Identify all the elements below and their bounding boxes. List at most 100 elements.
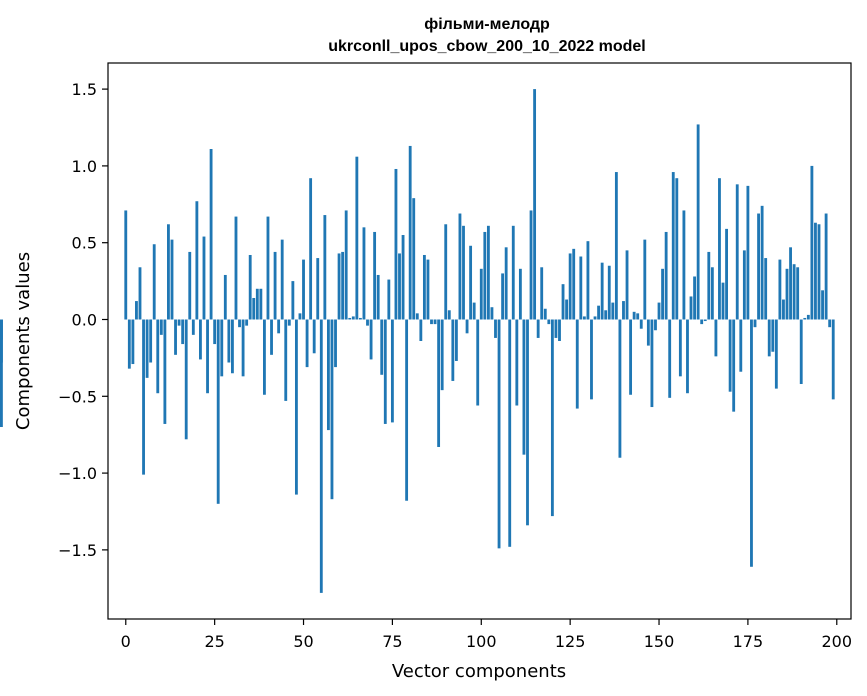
bar <box>408 145 412 320</box>
bar <box>380 319 384 375</box>
bar <box>618 319 622 458</box>
x-tick-label: 175 <box>733 632 764 651</box>
bar <box>654 319 657 331</box>
bar <box>614 172 618 320</box>
bar <box>817 224 821 320</box>
bar <box>735 184 739 320</box>
bar <box>625 250 629 320</box>
bar <box>323 215 327 320</box>
bar <box>280 239 284 320</box>
bar <box>543 308 547 320</box>
bar <box>348 317 352 320</box>
bar <box>483 231 487 320</box>
bar <box>419 319 423 341</box>
bar <box>494 319 497 338</box>
bar <box>206 319 209 394</box>
bar <box>725 228 728 320</box>
x-tick-label: 50 <box>293 632 313 651</box>
bar <box>0 319 3 428</box>
x-tick-label: 100 <box>466 632 497 651</box>
bar <box>156 319 160 394</box>
bar <box>629 319 633 395</box>
bar <box>778 259 782 320</box>
bar <box>508 319 512 547</box>
bar <box>138 267 142 320</box>
bar <box>636 313 640 320</box>
bar <box>355 156 359 320</box>
bar <box>678 319 682 377</box>
bar <box>444 224 448 320</box>
bar <box>469 245 473 320</box>
bar <box>796 267 800 320</box>
bar <box>593 316 597 320</box>
bar <box>536 319 540 338</box>
bar <box>675 178 679 320</box>
bar <box>686 319 689 394</box>
bar <box>334 319 337 368</box>
bar <box>270 319 273 355</box>
y-tick-label: −1.0 <box>58 464 97 483</box>
bar <box>789 247 792 320</box>
bar <box>707 251 711 320</box>
bar <box>689 296 693 320</box>
bar <box>757 213 760 320</box>
bar <box>167 224 170 320</box>
bar <box>405 319 409 501</box>
bar <box>721 282 725 320</box>
bar <box>213 319 217 345</box>
bar <box>785 268 789 320</box>
bar <box>575 319 579 409</box>
bar <box>366 319 369 326</box>
bar <box>170 239 174 320</box>
bar <box>252 297 256 320</box>
bar <box>810 165 814 320</box>
bar <box>319 319 323 593</box>
bar <box>554 319 558 338</box>
bar <box>277 319 281 334</box>
x-axis-label: Vector components <box>392 661 566 682</box>
bar <box>312 319 316 354</box>
bar <box>127 319 131 369</box>
bar <box>149 319 153 363</box>
bar <box>650 319 654 408</box>
bar <box>326 319 330 431</box>
bar <box>764 258 768 320</box>
bar <box>159 319 163 335</box>
x-tick-label: 150 <box>644 632 675 651</box>
bar <box>668 319 672 398</box>
bar <box>263 319 266 395</box>
bar <box>586 241 590 320</box>
bar <box>223 274 227 320</box>
y-tick-label: 1.0 <box>72 157 97 176</box>
bar <box>447 310 451 320</box>
bar <box>504 247 508 320</box>
y-axis-label: Components values <box>13 252 34 430</box>
bar <box>671 172 675 320</box>
bar <box>255 288 259 320</box>
bar <box>220 319 224 377</box>
bar <box>145 319 149 378</box>
bar <box>664 231 668 320</box>
bar <box>337 253 341 320</box>
bar <box>501 273 505 320</box>
bar <box>693 276 696 320</box>
bar <box>245 319 249 326</box>
bar <box>753 319 757 328</box>
bar <box>611 302 615 320</box>
bar <box>316 258 320 320</box>
bar <box>814 222 817 320</box>
bar <box>547 319 551 325</box>
bar <box>607 265 611 320</box>
bar <box>302 259 305 320</box>
bar <box>479 268 483 320</box>
bar <box>643 239 647 320</box>
bar <box>497 319 501 549</box>
bar <box>358 317 362 320</box>
bar <box>728 319 732 392</box>
bar <box>533 89 537 320</box>
bar <box>227 319 231 363</box>
bar <box>412 198 416 320</box>
bar <box>298 313 302 320</box>
x-tick-label: 75 <box>382 632 402 651</box>
bar <box>376 274 380 320</box>
